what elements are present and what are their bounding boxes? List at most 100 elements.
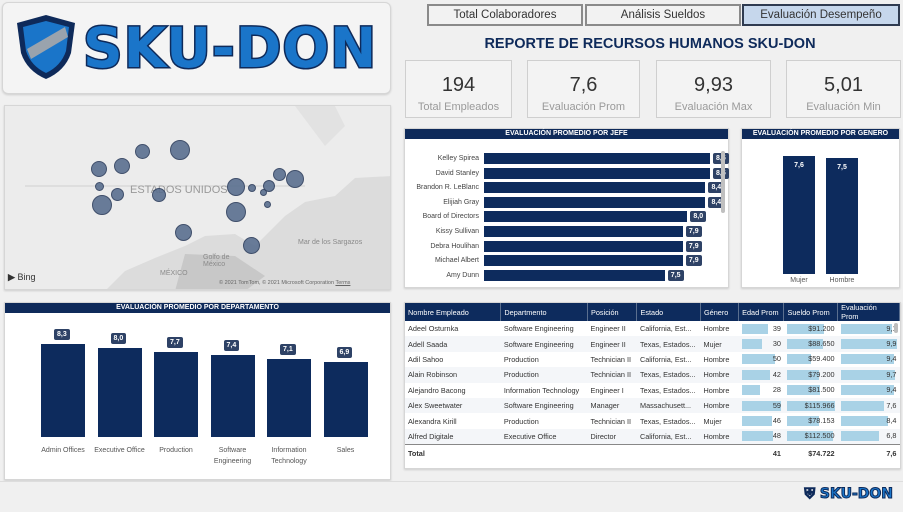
cell-value: 28 <box>772 385 781 395</box>
kpi-total-empleados: 194 Total Empleados <box>405 60 512 118</box>
kpi-label: Evaluación Min <box>806 101 881 113</box>
cell-databar: 46 <box>741 416 781 427</box>
cell-value: $88.650 <box>808 339 835 349</box>
cell-databar: 50 <box>741 354 781 365</box>
map-label-country: ESTADOS UNIDOS <box>130 184 228 196</box>
cell-databar-fill <box>840 385 894 396</box>
chart-departamento-bar[interactable] <box>41 344 85 437</box>
table-total-row: Total 41 $74.722 7,6 <box>405 444 900 462</box>
chart-departamento-bar[interactable] <box>97 347 142 437</box>
table-scrollbar[interactable] <box>894 323 898 333</box>
chart-jefe-bar[interactable] <box>484 240 683 252</box>
col-header-genero[interactable]: Género <box>700 303 740 321</box>
cell-databar: 9,1 <box>840 323 897 334</box>
map-bubble[interactable] <box>114 158 130 174</box>
cell-databar-fill <box>741 354 776 365</box>
cell-databar-fill <box>786 400 835 411</box>
table-row[interactable]: Alfred Digitale Executive Office Director C… <box>405 428 900 445</box>
table-cell-bar: $78.153 <box>784 413 838 428</box>
map-bubble[interactable] <box>273 168 286 181</box>
map-bubble[interactable] <box>226 202 246 222</box>
map-bubble[interactable] <box>227 178 245 196</box>
chart-jefe-bar[interactable] <box>484 196 706 208</box>
tab-total-colaboradores[interactable]: Total Colaboradores <box>427 4 583 26</box>
table-cell: California, Est... <box>636 428 701 445</box>
map-bubble[interactable] <box>95 182 104 191</box>
map-bubble[interactable] <box>243 237 260 254</box>
col-header-nombre[interactable]: Nombre Empleado <box>405 303 502 321</box>
map-bubble[interactable] <box>111 188 124 201</box>
kpi-value: 7,6 <box>569 74 598 96</box>
cell-databar-fill <box>786 339 824 350</box>
chart-jefe-bar[interactable] <box>484 153 710 164</box>
table-cell: Software Engineering <box>503 324 574 334</box>
map-bubble[interactable] <box>170 140 190 160</box>
chart-genero-data-label: 7,5 <box>837 163 847 171</box>
map-bubble[interactable] <box>264 201 271 208</box>
map-bubble[interactable] <box>135 144 150 159</box>
table-cell-bar: 8,4 <box>838 413 900 428</box>
chart-departamento-bar[interactable] <box>154 351 198 437</box>
map-bubble[interactable] <box>263 180 275 192</box>
chart-departamento-bar[interactable] <box>323 361 368 437</box>
table-row[interactable]: Alejandro Bacong Information Technology En… <box>405 383 900 398</box>
table-cell-bar: $81.500 <box>784 383 838 398</box>
cell-value: $78.153 <box>808 416 835 426</box>
chart-departamento-bar[interactable] <box>210 355 255 437</box>
map-bubble[interactable] <box>175 224 192 241</box>
kpi-label: Evaluación Prom <box>541 101 626 113</box>
cell-databar: 59 <box>741 400 781 411</box>
cell-databar-fill <box>840 339 897 350</box>
chart-jefe-bar[interactable] <box>484 182 706 194</box>
col-header-evaluacion[interactable]: Evaluación Prom <box>837 303 900 321</box>
table-row[interactable]: Alain Robinson Production Technician II Tex… <box>405 367 900 383</box>
col-header-posicion[interactable]: Posición <box>587 303 638 321</box>
tab-evaluacion-desempeno[interactable]: Evaluación Desempeño <box>742 4 900 26</box>
chart-jefe-bars: Kelley Spirea 8,5 David Stanley 8,5 Brandon … <box>405 153 729 287</box>
map-bubble[interactable] <box>248 184 256 192</box>
chart-jefe-bar[interactable] <box>484 226 683 237</box>
chart-jefe-panel: EVALUACIÓN PROMEDIO POR JEFE Kelley Spir… <box>404 128 729 288</box>
map-terms-link[interactable]: Terms <box>335 280 351 286</box>
chart-jefe-bar[interactable] <box>484 269 665 281</box>
table-cell-bar: 42 <box>738 367 784 383</box>
col-header-sueldo[interactable]: Sueldo Prom <box>783 303 839 321</box>
col-header-departamento[interactable]: Departmento <box>500 303 588 321</box>
cell-value: $115.966 <box>804 400 835 410</box>
chart-jefe-bar[interactable] <box>484 167 710 179</box>
map-visual[interactable]: ESTADOS UNIDOS MÉXICO Golfo de México Ma… <box>4 105 391 290</box>
chart-jefe-data-label: 8,5 <box>713 167 729 179</box>
col-header-edad[interactable]: Edad Prom <box>738 303 785 321</box>
chart-jefe-bar[interactable] <box>484 211 688 223</box>
cell-value: $112.500 <box>804 431 835 441</box>
tab-analisis-sueldos[interactable]: Análisis Sueldos <box>585 4 741 26</box>
map-bubble[interactable] <box>152 188 166 202</box>
table-row[interactable]: Adell Saada Software Engineering Engineer … <box>405 336 900 352</box>
cell-databar: $78.153 <box>786 416 835 427</box>
cell-databar-fill <box>786 385 821 396</box>
cell-databar: 6,8 <box>840 431 897 442</box>
kpi-evaluacion-min: 5,01 Evaluación Min <box>786 60 901 118</box>
chart-genero-bar[interactable] <box>826 157 858 274</box>
total-edad: 41 <box>772 448 781 458</box>
map-label-sargazos: Mar de los Sargazos <box>298 239 363 246</box>
chart-jefe-scrollbar[interactable] <box>721 151 725 213</box>
total-sueldo: $74.722 <box>808 448 835 458</box>
chart-departamento-bar[interactable] <box>267 359 311 437</box>
col-header-estado[interactable]: Estado <box>636 303 701 321</box>
footer-logo-text: SKU-DON <box>819 486 893 503</box>
chart-jefe-data-label: 7,9 <box>685 240 702 252</box>
table-row[interactable]: Adil Sahoo Production Technician II Califor… <box>405 352 900 367</box>
table-row[interactable]: Adeel Osturnka Software Engineering Engine… <box>405 321 900 336</box>
table-cell: Adeel Osturnka <box>408 324 459 334</box>
table-row[interactable]: Alex Sweetwater Software Engineering Manag… <box>405 397 900 414</box>
cell-databar: 48 <box>741 431 781 442</box>
table-row[interactable]: Alexandra Kirill Production Technician II T… <box>405 413 900 428</box>
map-bubble[interactable] <box>286 170 304 188</box>
chart-genero-bar[interactable] <box>783 156 815 274</box>
map-bubble[interactable] <box>91 161 107 177</box>
table-cell: Production <box>503 354 539 364</box>
map-bubble[interactable] <box>92 195 112 215</box>
chart-jefe-bar[interactable] <box>484 255 683 267</box>
